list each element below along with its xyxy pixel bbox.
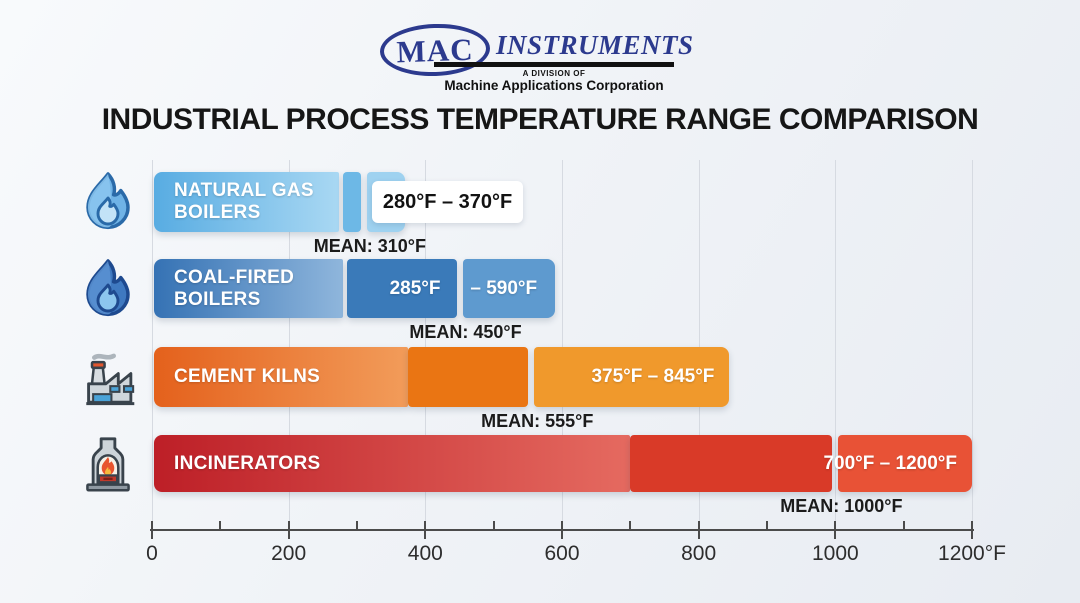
gridline [562,160,563,530]
range-label: 700°F – 1200°F [823,452,957,474]
bar-category-label-line: BOILERS [174,202,261,223]
axis-major-tick [424,521,427,539]
range-max-label: – 590°F [470,277,538,299]
bar-segment-mean-to-max [462,259,556,318]
axis-major-tick [834,521,837,539]
logo: MAC INSTRUMENTS A DIVISION OF Machine Ap… [0,18,1080,93]
bar-segment-base [154,259,343,318]
bar-category-label-line: BOILERS [174,288,261,310]
bar-category-label-line: CEMENT KILNS [174,366,321,388]
bar-category-label: CEMENT KILNS [174,347,320,407]
bar-category-label: NATURAL GAS BOILERS [174,172,314,232]
axis-tick-label: 1200°F [938,542,1006,565]
gridline [835,160,837,530]
axis-minor-tick [629,521,632,529]
bar-category-label-line: INCINERATORS [174,452,321,474]
bar-segment-min-to-mean [346,259,457,318]
mean-label: MEAN: 310°F [313,236,426,256]
range-label: 280°F – 370°F [371,181,524,223]
instruments-logo-text: INSTRUMENTS [496,30,694,60]
gridline [698,160,700,530]
axis-tick-label: 200 [271,542,307,565]
axis-minor-tick [766,521,768,529]
axis-major-tick [151,521,153,539]
bar-segment-base [154,172,340,232]
bar-category-label: COAL-FIRED BOILERS [174,259,294,318]
axis-tick-label: 800 [681,542,717,565]
axis-minor-tick [219,521,222,529]
gridline [972,160,973,530]
bar-segment-base [154,435,631,492]
gas-flame-icon [76,170,140,234]
gridline [152,160,153,530]
bar-segment-base [154,347,409,407]
axis-major-tick [561,521,563,539]
bar-category-label: INCINERATORS [174,435,320,492]
bar-segment-mean-to-max [534,347,730,407]
axis-minor-tick [902,521,905,529]
axis-tick-label: 1000 [811,542,859,565]
bar-segment-min-to-mean [630,435,833,492]
mean-label: MEAN: 1000°F [780,496,903,516]
logo-underline [434,62,674,67]
company-text: Machine Applications Corporation [444,78,664,93]
bar-segment-mean-to-max [838,435,972,492]
mean-label: MEAN: 555°F [481,411,594,431]
bar-segment-min-to-mean [343,172,361,232]
page-title: INDUSTRIAL PROCESS TEMPERATURE RANGE COM… [101,103,979,136]
division-text: A DIVISION OF [522,69,586,78]
axis-minor-tick [492,521,495,529]
gridline [288,160,290,530]
bar-segment-min-to-mean [408,347,529,407]
factory-icon [76,345,140,409]
gridline [425,160,427,530]
bar-category-label-line: COAL-FIRED [174,266,295,288]
axis-tick-label: 400 [407,542,443,565]
range-min-label: 285°F [389,277,441,299]
coal-flame-icon [76,257,140,321]
mean-label: MEAN: 450°F [409,322,522,342]
axis-major-tick [697,521,700,539]
axis-tick-label: 0 [146,542,158,565]
axis-major-tick [287,521,290,539]
axis-tick-label: 600 [544,542,580,565]
bar-category-label-line: NATURAL GAS [174,180,314,202]
range-label: 375°F – 845°F [591,366,715,387]
axis-minor-tick [356,521,358,529]
axis-major-tick [971,521,973,539]
furnace-icon [76,432,140,496]
